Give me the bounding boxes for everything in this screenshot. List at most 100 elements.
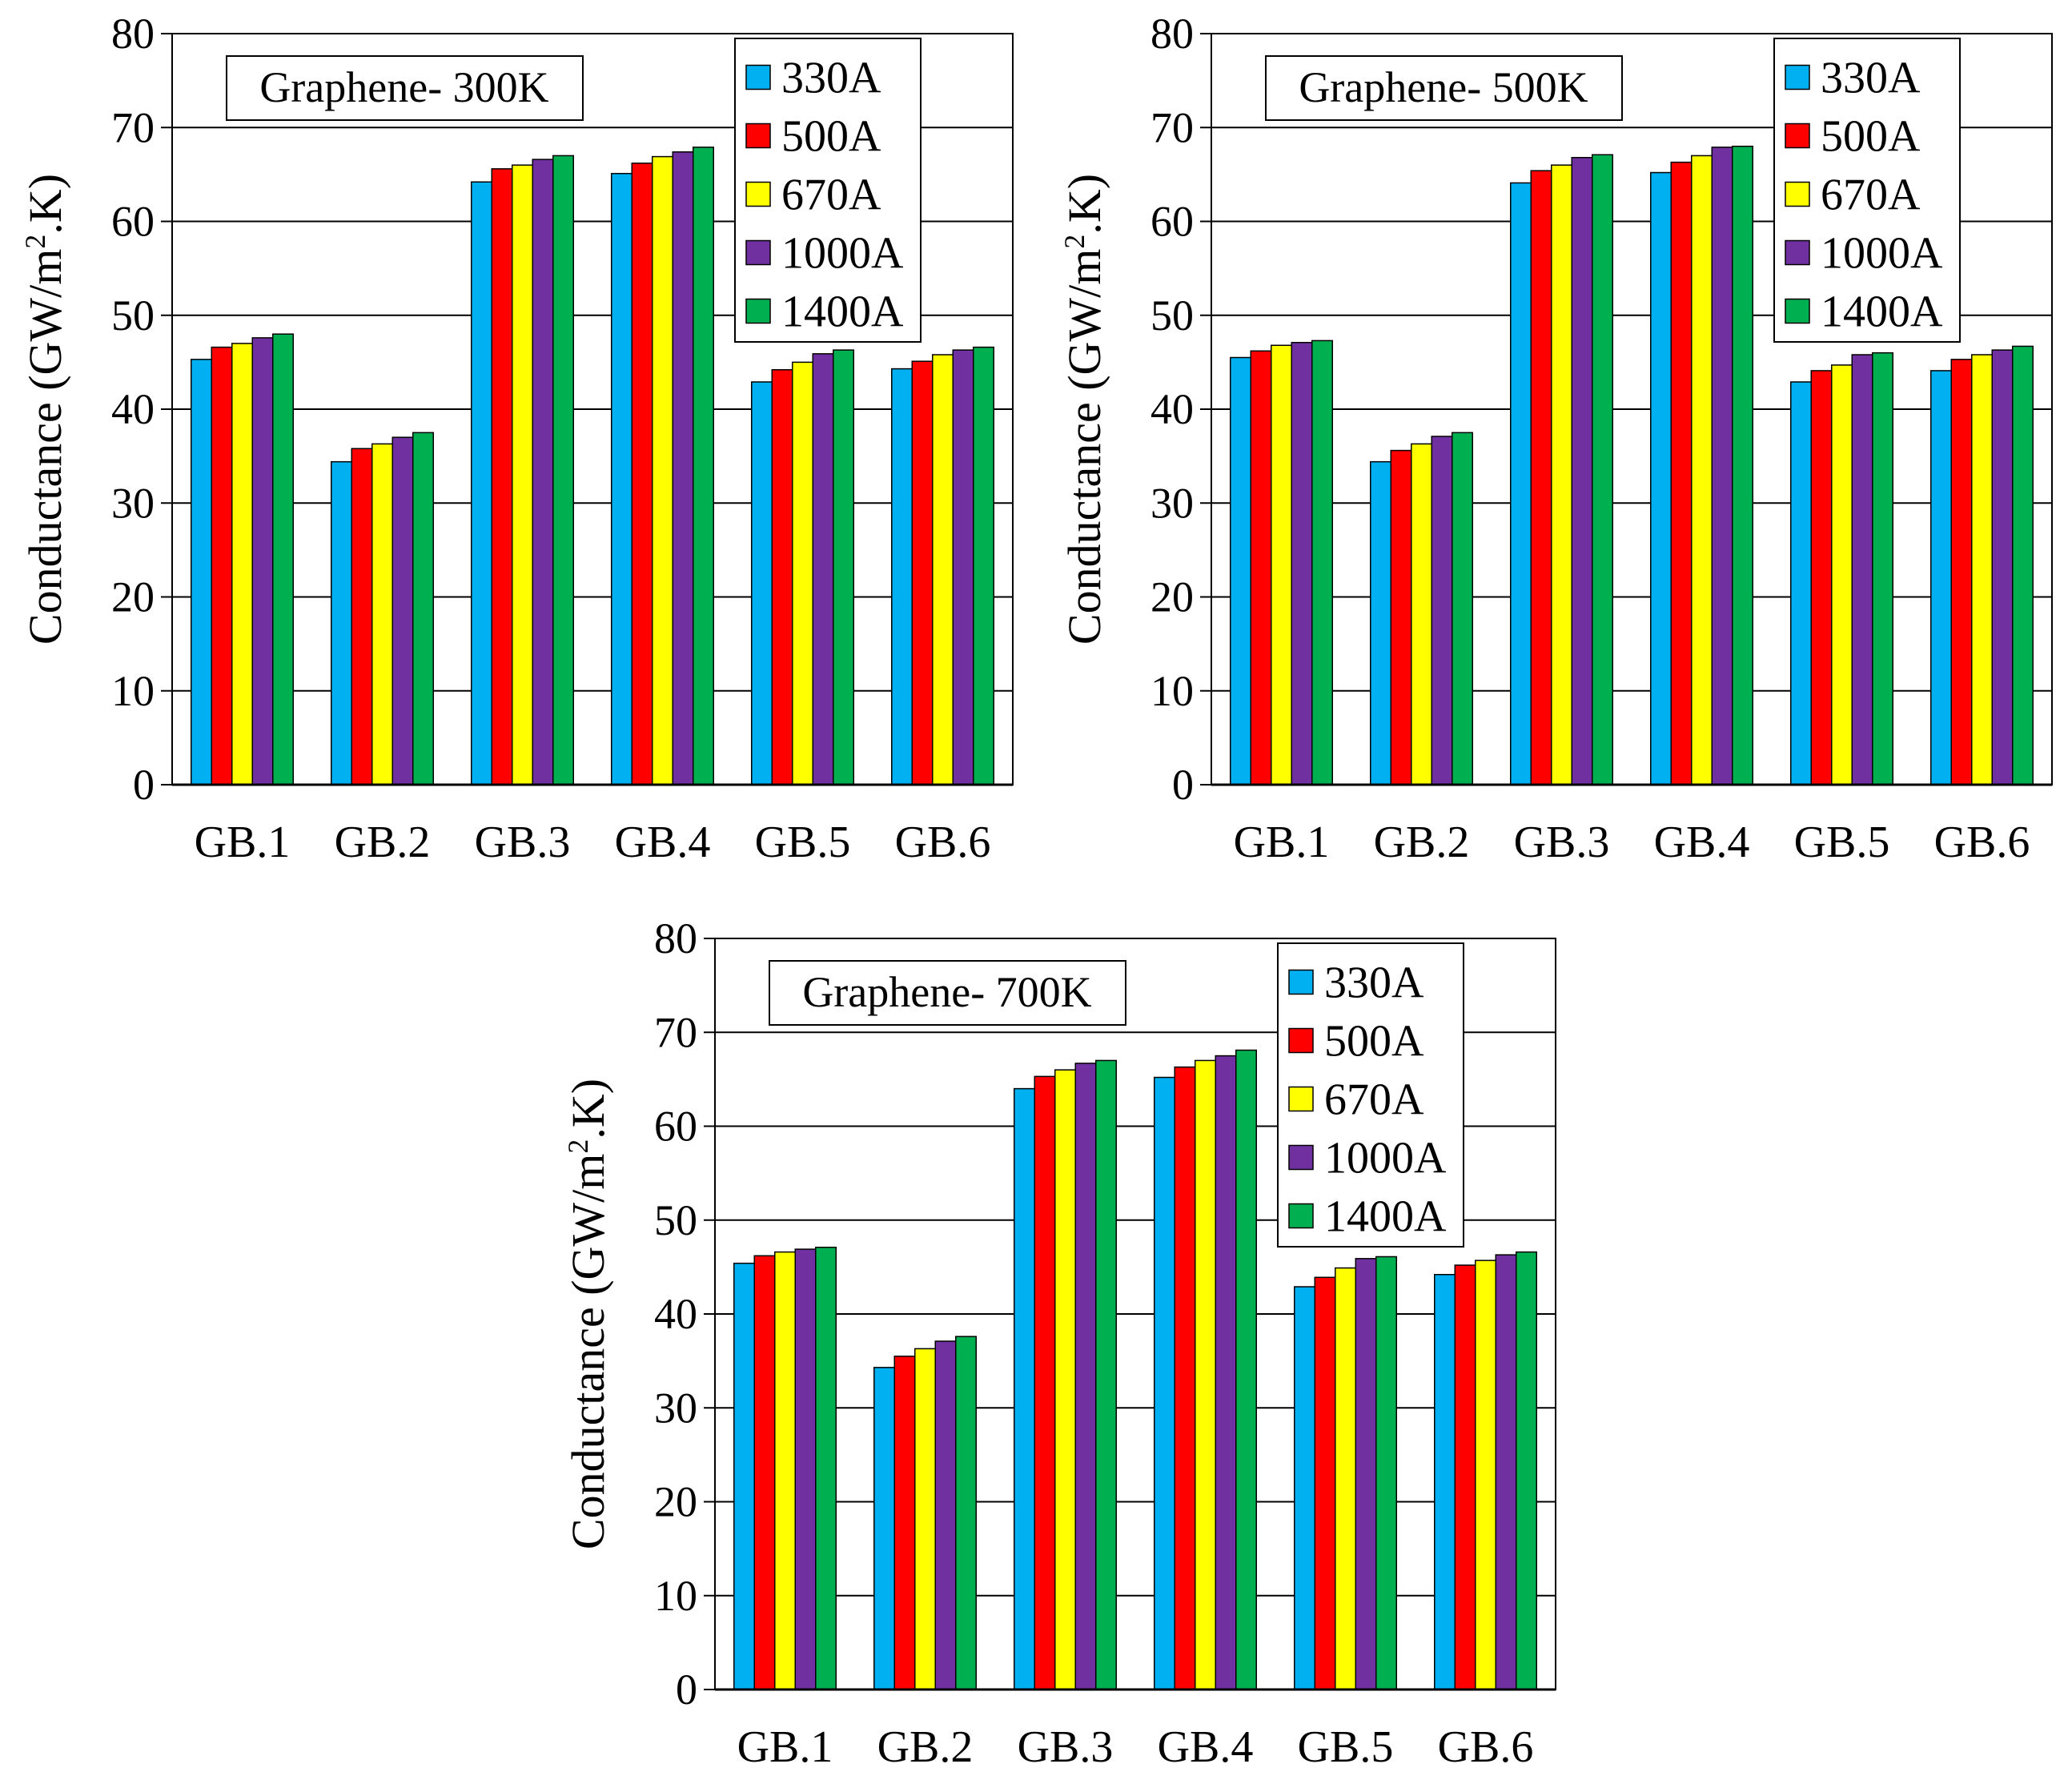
bar-1400A-GB.2 [1452,432,1473,786]
bar-1400A-GB.3 [1592,154,1613,786]
x-tick-label: GB.2 [877,1722,974,1772]
legend-label-670A: 670A [781,171,881,220]
legend-swatch-1400A [1785,298,1810,324]
x-tick-label: GB.4 [1654,818,1750,867]
bar-670A-GB.5 [1831,364,1853,786]
legend-label-1000A: 1000A [1821,229,1943,279]
y-axis-label: Conductance (GW/m2.K) [1058,174,1110,645]
chart-panel-3: 0 10 20 30 40 50 60 70 80 GB.1 GB.2 GB.3 GB.4 GB.5 GB.… [562,914,1556,1772]
y-axis-label-unit: .K) [19,174,71,235]
legend: 330A 500A 670A 1000A 1400A [1773,38,1961,343]
bar-330A-GB.6 [1434,1274,1456,1690]
legend-swatch-500A [1288,1027,1314,1054]
bar-670A-GB.2 [371,443,393,786]
y-tick-label: 10 [111,667,155,715]
x-tick-label: GB.1 [737,1722,833,1772]
y-tick-label: 20 [1150,573,1194,621]
y-tick-label: 50 [111,291,155,340]
legend: 330A 500A 670A 1000A 1400A [1277,942,1464,1248]
bar-330A-GB.1 [1230,356,1251,786]
bar-500A-GB.6 [911,360,934,786]
y-tick-label: 30 [654,1384,697,1432]
bar-1000A-GB.4 [1711,147,1733,786]
legend-label-670A: 670A [1324,1075,1424,1125]
legend-swatch-500A [745,123,771,149]
bar-670A-GB.1 [774,1251,796,1690]
y-tick-label: 50 [1150,291,1194,340]
bar-1000A-GB.4 [1215,1055,1237,1690]
bar-330A-GB.6 [1930,370,1952,786]
y-tick-label: 80 [654,914,697,962]
y-axis-label-unit: .K) [562,1079,614,1139]
bar-330A-GB.2 [1370,460,1391,786]
bar-330A-GB.5 [1294,1286,1315,1690]
bar-670A-GB.5 [1335,1267,1356,1690]
bar-500A-GB.6 [1950,359,1973,786]
bar-500A-GB.1 [211,346,233,786]
bar-330A-GB.4 [1650,171,1672,786]
legend-swatch-670A [1785,181,1810,207]
bar-1400A-GB.4 [1235,1049,1257,1690]
bar-1400A-GB.2 [412,432,434,786]
chart-title: Graphene- 300K [259,63,548,111]
x-tick-label: GB.3 [475,818,571,867]
bar-330A-GB.3 [1510,182,1532,786]
bar-330A-GB.4 [1154,1076,1175,1690]
y-tick-label: 70 [1150,103,1194,151]
legend-label-330A: 330A [781,54,881,103]
legend-label-500A: 500A [1324,1017,1424,1067]
bar-1000A-GB.1 [1291,342,1313,786]
y-tick-label: 70 [111,103,155,151]
legend-swatch-330A [745,64,771,90]
x-tick-label: GB.2 [335,818,431,867]
y-tick-label: 20 [654,1478,697,1526]
y-tick-label: 10 [1150,667,1194,715]
y-tick-label: 80 [1150,10,1194,58]
bar-500A-GB.3 [1034,1075,1056,1690]
y-tick-label: 80 [111,10,155,58]
bar-330A-GB.6 [891,368,913,786]
legend-swatch-1400A [745,298,771,324]
bar-670A-GB.6 [932,354,954,786]
bar-1000A-GB.2 [934,1340,957,1690]
chart-title-box: Graphene- 700K [769,960,1126,1026]
bar-500A-GB.5 [1314,1276,1336,1690]
y-axis-label-main: Conductance (GW/m [562,1154,614,1549]
bar-670A-GB.1 [231,343,253,786]
bar-1400A-GB.6 [1516,1251,1537,1690]
bar-1400A-GB.3 [1095,1059,1117,1690]
legend-label-1000A: 1000A [781,229,904,279]
bar-1400A-GB.5 [1375,1256,1397,1690]
bar-1000A-GB.1 [794,1248,817,1690]
bar-1400A-GB.1 [815,1247,837,1690]
legend-swatch-670A [745,181,771,207]
chart-title: Graphene- 700K [802,968,1091,1016]
bar-670A-GB.3 [1551,164,1572,786]
y-tick-label: 60 [1150,198,1194,246]
bar-330A-GB.3 [471,181,492,786]
bar-330A-GB.4 [611,172,632,786]
bar-330A-GB.2 [873,1367,895,1690]
legend: 330A 500A 670A 1000A 1400A [734,38,922,343]
bar-330A-GB.1 [191,359,212,786]
bar-500A-GB.6 [1454,1264,1476,1690]
bar-500A-GB.2 [893,1356,916,1690]
x-tick-label: GB.2 [1374,818,1470,867]
chart-title-frame [1265,55,1623,121]
bar-500A-GB.3 [491,168,513,786]
y-tick-label: 0 [133,761,155,809]
bar-500A-GB.5 [1810,370,1833,786]
legend-label-1000A: 1000A [1324,1134,1447,1183]
bar-670A-GB.6 [1971,354,1993,786]
bar-670A-GB.4 [1691,155,1713,786]
bar-1000A-GB.1 [251,337,274,786]
bar-1000A-GB.5 [812,353,834,786]
y-tick-label: 40 [1150,385,1194,433]
bar-1400A-GB.4 [1732,145,1753,786]
y-tick-label: 30 [111,479,155,527]
y-tick-label: 10 [654,1572,697,1620]
legend-swatch-1000A [1288,1144,1314,1171]
bar-1000A-GB.2 [392,436,414,786]
x-tick-label: GB.4 [1158,1722,1254,1772]
